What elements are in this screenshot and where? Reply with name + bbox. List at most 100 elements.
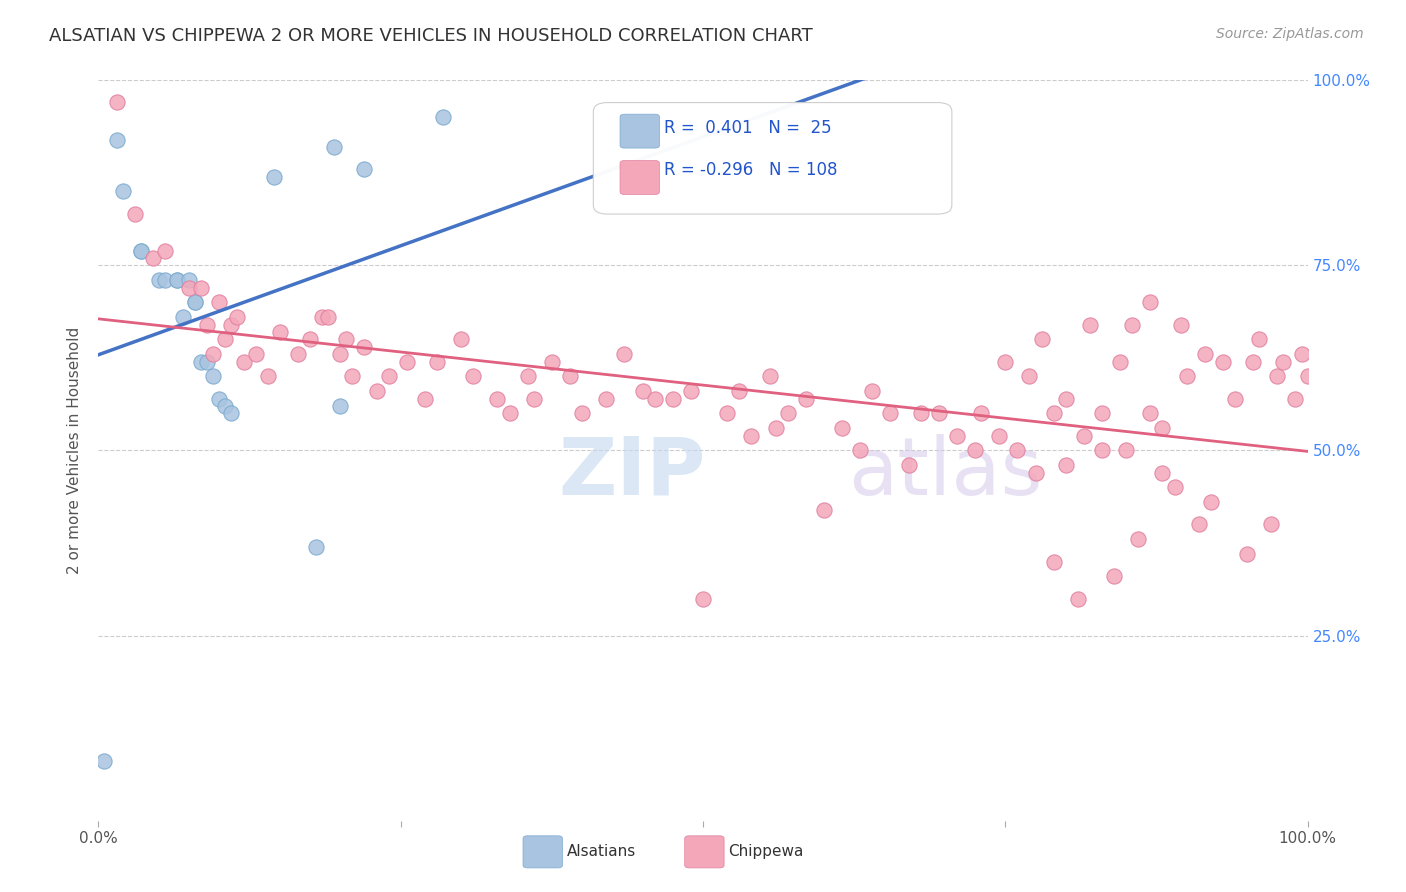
- Point: [353, 162, 375, 177]
- Point: [226, 310, 249, 325]
- Point: [831, 421, 853, 435]
- Text: Alsatians: Alsatians: [567, 845, 636, 859]
- Point: [946, 428, 969, 442]
- Point: [179, 273, 201, 287]
- Point: [329, 399, 352, 413]
- Point: [571, 407, 593, 421]
- Point: [184, 295, 207, 310]
- Point: [426, 354, 449, 368]
- Point: [1163, 481, 1185, 495]
- Point: [994, 354, 1017, 368]
- Point: [172, 310, 194, 325]
- Point: [329, 347, 352, 361]
- Point: [1067, 591, 1090, 606]
- Point: [142, 251, 165, 265]
- Point: [1042, 555, 1064, 569]
- Point: [1139, 295, 1161, 310]
- Point: [849, 443, 872, 458]
- Point: [1175, 369, 1198, 384]
- Point: [662, 392, 685, 406]
- Point: [1102, 569, 1125, 583]
- Point: [692, 591, 714, 606]
- Point: [208, 392, 231, 406]
- Point: [716, 407, 738, 421]
- Point: [860, 384, 883, 399]
- Point: [129, 244, 152, 258]
- Point: [523, 392, 546, 406]
- Point: [221, 407, 243, 421]
- Point: [1073, 428, 1095, 442]
- Point: [153, 273, 176, 287]
- Text: R =  0.401   N =  25: R = 0.401 N = 25: [664, 119, 831, 136]
- Text: Chippewa: Chippewa: [728, 845, 804, 859]
- Point: [1152, 466, 1174, 480]
- Point: [166, 273, 188, 287]
- Point: [413, 392, 436, 406]
- Point: [486, 392, 509, 406]
- Point: [928, 407, 950, 421]
- Point: [1078, 318, 1101, 332]
- Point: [558, 369, 581, 384]
- Point: [879, 407, 901, 421]
- Y-axis label: 2 or more Vehicles in Household: 2 or more Vehicles in Household: [67, 326, 83, 574]
- Point: [1091, 443, 1114, 458]
- Text: atlas: atlas: [848, 434, 1042, 512]
- Point: [595, 392, 617, 406]
- Point: [631, 384, 654, 399]
- Point: [111, 184, 134, 198]
- Point: [1121, 318, 1143, 332]
- Point: [190, 280, 212, 294]
- Point: [323, 140, 346, 154]
- Point: [897, 458, 920, 473]
- Point: [316, 310, 339, 325]
- Point: [195, 354, 218, 368]
- Point: [1091, 407, 1114, 421]
- Point: [263, 169, 285, 184]
- Point: [1291, 347, 1313, 361]
- Point: [311, 310, 333, 325]
- Point: [395, 354, 418, 368]
- Point: [1170, 318, 1192, 332]
- Text: Source: ZipAtlas.com: Source: ZipAtlas.com: [1216, 27, 1364, 41]
- Point: [305, 540, 328, 554]
- Point: [1025, 466, 1047, 480]
- Point: [1194, 347, 1216, 361]
- Point: [124, 206, 146, 220]
- Point: [232, 354, 254, 368]
- Text: R = -0.296   N = 108: R = -0.296 N = 108: [664, 161, 837, 179]
- Point: [450, 333, 472, 347]
- Point: [245, 347, 267, 361]
- Point: [208, 295, 231, 310]
- Point: [221, 318, 243, 332]
- Point: [214, 333, 236, 347]
- Point: [287, 347, 309, 361]
- Point: [1249, 333, 1271, 347]
- Point: [988, 428, 1011, 442]
- Point: [1260, 517, 1282, 532]
- Point: [366, 384, 388, 399]
- Point: [516, 369, 538, 384]
- Point: [910, 407, 932, 421]
- Point: [463, 369, 485, 384]
- Point: [644, 392, 666, 406]
- Point: [765, 421, 787, 435]
- Point: [970, 407, 993, 421]
- Point: [342, 369, 364, 384]
- Point: [129, 244, 152, 258]
- Point: [498, 407, 520, 421]
- Point: [335, 333, 357, 347]
- Point: [1236, 547, 1258, 561]
- Point: [202, 369, 225, 384]
- Point: [1267, 369, 1289, 384]
- Point: [166, 273, 188, 287]
- Point: [776, 407, 799, 421]
- Point: [813, 502, 835, 516]
- Point: [1241, 354, 1264, 368]
- Point: [93, 755, 115, 769]
- Point: [1007, 443, 1029, 458]
- Point: [540, 354, 562, 368]
- Text: ZIP: ZIP: [558, 434, 706, 512]
- Point: [679, 384, 702, 399]
- Point: [105, 95, 128, 110]
- Point: [179, 280, 201, 294]
